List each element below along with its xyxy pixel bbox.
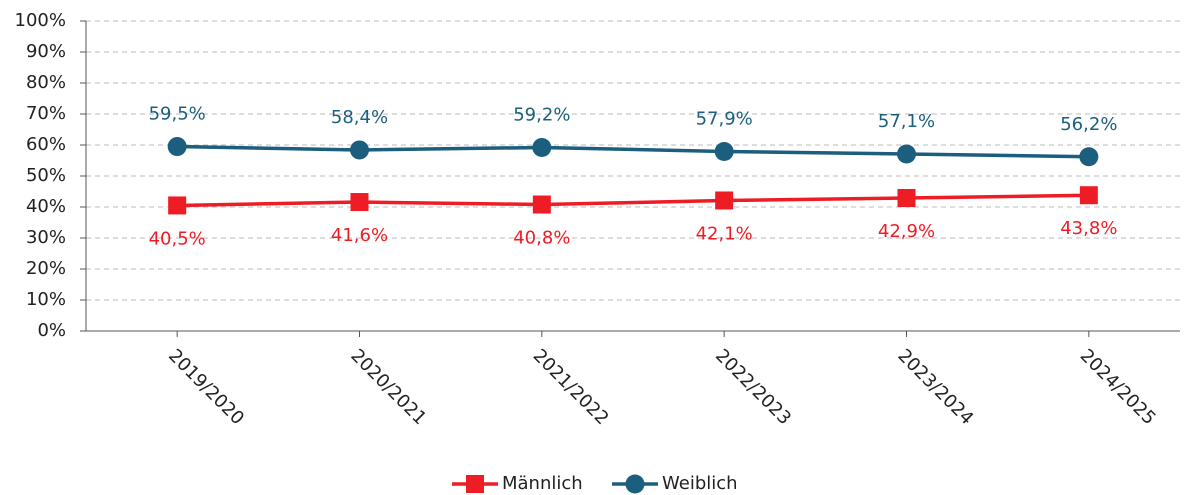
x-tick-label: 2021/2022 [529, 345, 613, 429]
data-point [1079, 147, 1099, 167]
data-label: 58,4% [331, 107, 388, 128]
y-tick-label: 40% [26, 196, 66, 217]
x-tick-label: 2020/2021 [346, 345, 430, 429]
series-line [177, 193, 1089, 208]
data-label: 40,8% [513, 228, 570, 249]
data-label: 40,5% [149, 228, 206, 249]
legend-marker [625, 474, 645, 494]
y-tick-label: 0% [37, 320, 66, 341]
data-label: 59,5% [149, 104, 206, 125]
data-point [715, 191, 734, 210]
legend-label: Weiblich [662, 473, 738, 494]
data-label: 43,8% [1060, 218, 1117, 239]
data-label: 57,9% [696, 109, 753, 130]
data-point [532, 137, 552, 157]
data-label: 41,6% [331, 225, 388, 246]
legend-label: Männlich [502, 473, 583, 494]
data-point [1079, 186, 1098, 205]
x-tick-label: 2019/2020 [164, 345, 248, 429]
y-tick-label: 90% [26, 41, 66, 62]
legend-marker [466, 475, 484, 493]
data-label: 56,2% [1060, 114, 1117, 135]
y-tick-label: 10% [26, 289, 66, 310]
data-point [897, 144, 916, 164]
data-point [714, 142, 734, 162]
x-tick-label: 2023/2024 [893, 345, 977, 429]
data-label: 42,1% [696, 223, 753, 244]
data-point [350, 140, 369, 160]
data-point [168, 196, 187, 215]
series-line [177, 144, 1089, 159]
data-point [350, 193, 369, 212]
y-tick-label: 60% [26, 134, 66, 155]
y-tick-label: 70% [26, 103, 66, 124]
y-tick-label: 80% [26, 72, 66, 93]
data-label: 42,9% [878, 221, 935, 242]
data-label: 57,1% [878, 111, 935, 132]
data-label: 59,2% [513, 104, 570, 125]
data-point [897, 189, 916, 208]
data-point [167, 137, 187, 157]
y-tick-label: 100% [15, 10, 66, 31]
y-tick-label: 50% [26, 165, 66, 186]
data-point [532, 195, 551, 214]
y-tick-label: 30% [26, 227, 66, 248]
y-tick-label: 20% [26, 258, 66, 279]
x-tick-label: 2022/2023 [711, 345, 795, 429]
x-tick-label: 2024/2025 [1076, 345, 1160, 429]
